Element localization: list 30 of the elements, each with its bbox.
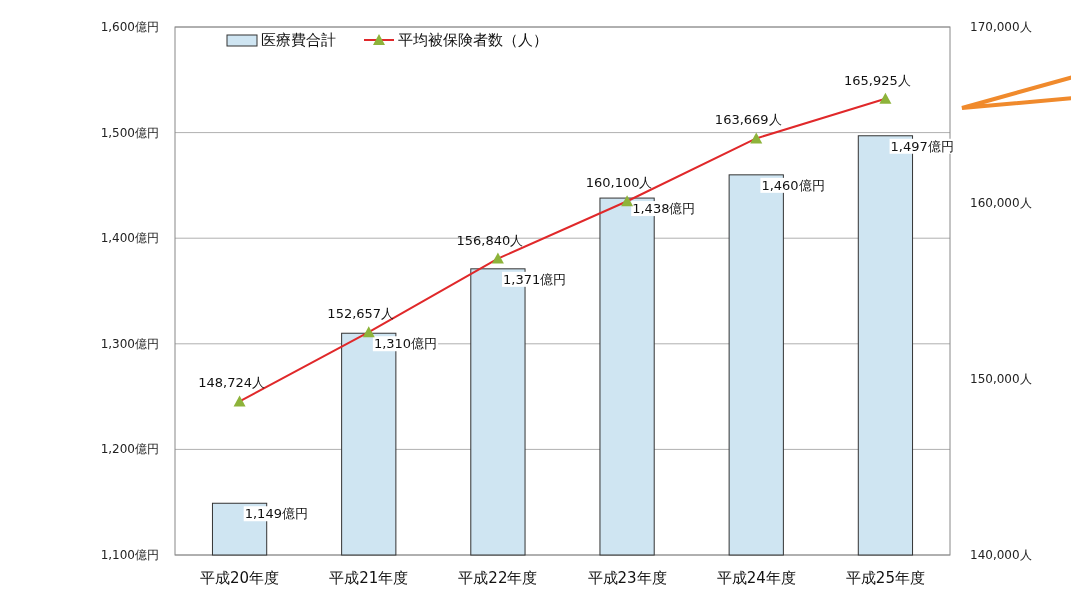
y2-tick-label: 150,000人 [970,372,1032,386]
data-label: 163,669人 [714,112,782,128]
data-label: 152,657人 [327,306,395,322]
data-label: 156,840人 [456,232,524,248]
y2-tick-label: 160,000人 [970,196,1032,210]
legend-label: 医療費合計 [261,31,336,49]
legend-label: 平均被保険者数（人） [398,31,548,49]
y-tick-label: 1,200億円 [100,442,159,457]
y2-tick-label: 170,000人 [970,20,1032,34]
x-tick-label: 平成23年度 [587,569,667,587]
y-tick-label: 1,100億円 [100,548,159,562]
data-label: 1,460億円 [761,177,825,193]
data-label: 1,497億円 [890,138,954,154]
y-tick-label: 1,400億円 [100,231,159,246]
y2-tick-label: 140,000人 [970,548,1032,562]
data-label: 1,310億円 [373,336,438,352]
x-tick-label: 平成22年度 [458,569,538,587]
data-label: 160,100人 [585,175,653,191]
y-tick-label: 1,300億円 [100,336,159,351]
data-label: 148,724人 [198,375,265,391]
x-tick-label: 平成24年度 [716,569,796,587]
data-label: 165,925人 [844,72,911,88]
x-tick-label: 平成25年度 [845,569,925,587]
data-label: 1,371億円 [503,271,567,287]
y-tick-label: 1,600億円 [100,20,159,34]
data-label: 1,438億円 [632,201,696,217]
data-label: 1,149億円 [244,506,308,522]
x-tick-label: 平成21年度 [329,569,409,587]
x-tick-label: 平成20年度 [200,569,280,587]
y-tick-label: 1,500億円 [100,125,159,140]
